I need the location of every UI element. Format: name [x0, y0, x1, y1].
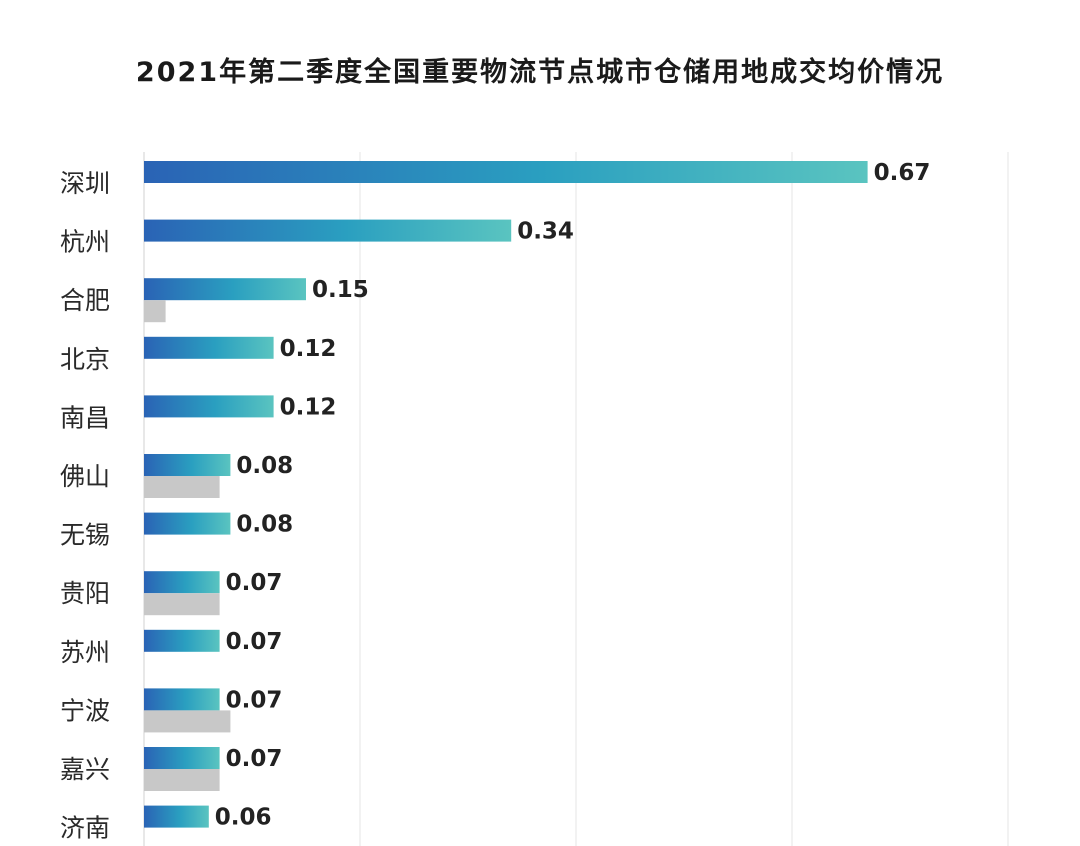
- secondary-bar: [144, 300, 166, 323]
- secondary-bar: [144, 593, 220, 616]
- bar: [144, 278, 306, 301]
- bar: [144, 629, 220, 652]
- category-label: 深圳: [60, 169, 110, 198]
- value-label: 0.07: [226, 746, 283, 772]
- category-label: 宁波: [60, 696, 110, 725]
- bars: [144, 161, 868, 828]
- bar: [144, 219, 512, 242]
- category-label: 佛山: [60, 462, 110, 491]
- value-label: 0.67: [874, 160, 931, 186]
- gridlines: [143, 152, 1009, 846]
- bar: [144, 395, 274, 418]
- value-label: 0.07: [226, 570, 283, 596]
- category-label: 苏州: [60, 638, 110, 667]
- value-label: 0.06: [215, 805, 272, 831]
- value-label: 0.34: [517, 219, 574, 245]
- labels: 深圳 0.67 杭州 0.34 合肥 0.15 北京 0.12 南昌 0.12 佛山 0.08 无锡 0.…: [60, 160, 930, 843]
- secondary-bar: [144, 476, 220, 498]
- category-label: 无锡: [60, 521, 110, 550]
- bar: [144, 688, 220, 711]
- category-label: 嘉兴: [60, 755, 110, 784]
- bar: [144, 454, 231, 476]
- bar: [144, 571, 220, 594]
- category-label: 杭州: [60, 228, 110, 257]
- value-label: 0.12: [280, 336, 337, 362]
- value-label: 0.08: [236, 512, 293, 538]
- bar: [144, 161, 868, 183]
- category-label: 济南: [60, 814, 110, 843]
- category-label: 合肥: [60, 286, 110, 315]
- bar: [144, 512, 231, 535]
- value-label: 0.12: [280, 394, 337, 420]
- secondary-bar: [144, 710, 231, 733]
- category-label: 南昌: [60, 403, 110, 432]
- value-label: 0.15: [312, 277, 369, 303]
- value-label: 0.07: [226, 629, 283, 655]
- value-label: 0.08: [236, 453, 293, 479]
- secondary-bar: [144, 769, 220, 791]
- value-label: 0.07: [226, 687, 283, 713]
- bar: [144, 336, 274, 359]
- chart-title: 2021年第二季度全国重要物流节点城市仓储用地成交均价情况: [135, 57, 945, 88]
- category-label: 北京: [60, 345, 110, 374]
- category-label: 贵阳: [60, 579, 110, 608]
- bar: [144, 805, 209, 828]
- bar: [144, 747, 220, 769]
